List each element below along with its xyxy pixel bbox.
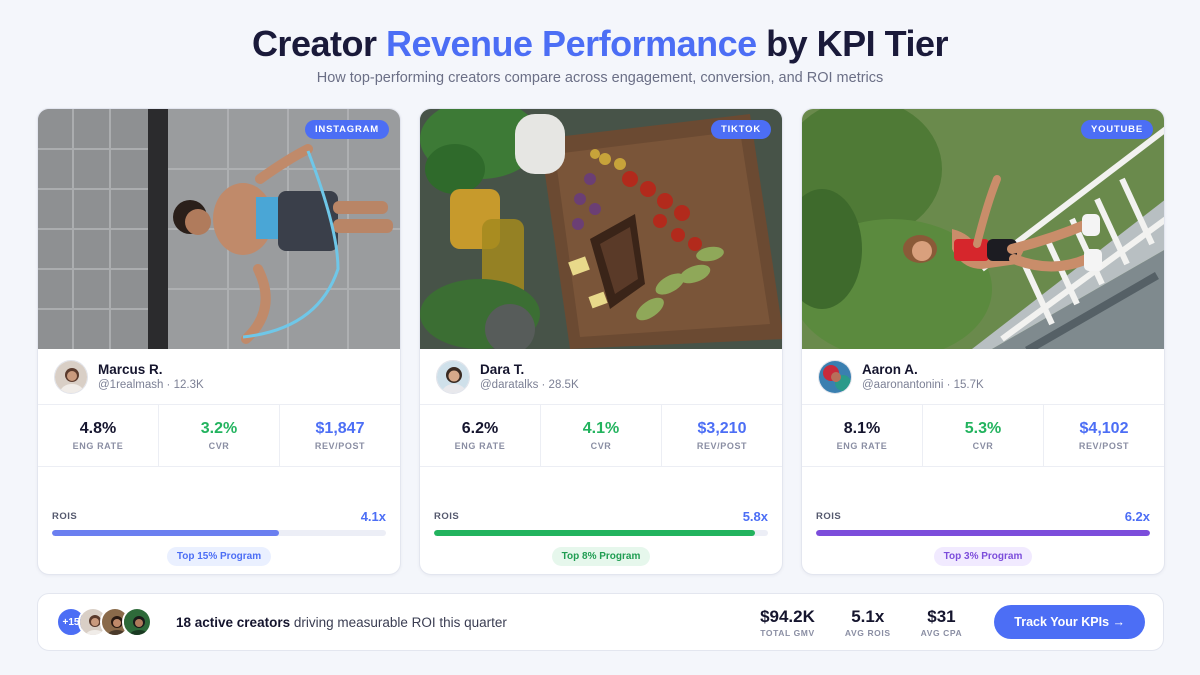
stat-label: ENG RATE — [72, 441, 124, 451]
creator-photo: TIKTOK — [420, 109, 782, 349]
creator-name: Marcus R. — [98, 362, 163, 377]
creator-avatar — [54, 359, 88, 394]
creator-profile: Dara T. @daratalks · 28.5K — [420, 349, 782, 405]
platform-badge: TIKTOK — [711, 120, 771, 139]
creator-photo: INSTAGRAM — [38, 109, 400, 349]
stat-rev-post: $3,210 REV/POST — [662, 405, 782, 466]
stat-label: ENG RATE — [836, 441, 888, 451]
track-kpis-button[interactable]: Track Your KPIs → — [994, 605, 1145, 639]
creator-handle: @aaronantonini · 15.7K — [862, 379, 984, 391]
rois-label: ROIS — [52, 511, 78, 522]
summary-stat-label: AVG CPA — [920, 627, 963, 638]
creator-stats: 4.8% ENG RATE 3.2% CVR $1,847 REV/POST — [38, 405, 400, 467]
creator-cards: INSTAGRAM Marcus R. @1realmash · 12.3K 4… — [37, 108, 1165, 575]
creator-card-aaron[interactable]: YOUTUBE Aaron A. @aaronantonini · 15.7K … — [801, 108, 1165, 575]
rois-label: ROIS — [434, 511, 460, 522]
stat-value: $3,210 — [697, 420, 747, 437]
summary-text-rest: driving measurable ROI this quarter — [290, 614, 507, 630]
creator-card-dara[interactable]: TIKTOK Dara T. @daratalks · 28.5K 6.2% E… — [419, 108, 783, 575]
rois-value: 6.2x — [1124, 509, 1150, 524]
platform-badge: YOUTUBE — [1080, 120, 1153, 139]
summary-bar: +15 18 active creators driving measurabl… — [37, 593, 1164, 651]
stat-cvr: 5.3% CVR — [923, 405, 1044, 466]
stat-value: 6.2% — [461, 420, 499, 437]
summary-stat-label: AVG ROIS — [844, 627, 891, 638]
stat-label: REV/POST — [696, 441, 748, 451]
platform-badge: INSTAGRAM — [304, 120, 389, 139]
summary-stat-label: TOTAL GMV — [760, 627, 815, 638]
stat-value: 4.1% — [582, 420, 620, 437]
stat-eng-rate: 4.8% ENG RATE — [38, 405, 159, 466]
creator-photo: YOUTUBE — [802, 109, 1164, 349]
rois-progress-fill — [52, 530, 280, 536]
creator-handle: @daratalks · 28.5K — [480, 379, 579, 391]
stat-cvr: 4.1% CVR — [541, 405, 662, 466]
stat-label: CVR — [590, 441, 612, 451]
summary-text-bold: 18 active creators — [176, 614, 291, 630]
stat-rev-post: $1,847 REV/POST — [280, 405, 400, 466]
stat-eng-rate: 8.1% ENG RATE — [802, 405, 923, 466]
tier-badge: Top 15% Program — [166, 547, 272, 566]
rois-progress-bar — [816, 530, 1150, 536]
rois-progress-fill — [434, 530, 755, 536]
rois-value: 4.1x — [360, 509, 386, 524]
tier-badge: Top 8% Program — [551, 547, 651, 566]
page-subtitle: How top-performing creators compare acro… — [316, 70, 884, 86]
rois-value: 5.8x — [742, 509, 768, 524]
avatar — [122, 607, 152, 637]
stat-value: 3.2% — [200, 420, 238, 437]
stat-cvr: 3.2% CVR — [159, 405, 280, 466]
rois-progress-bar — [52, 530, 386, 536]
stat-value: 4.8% — [79, 420, 117, 437]
stat-value: $4,102 — [1079, 420, 1129, 437]
stat-value: 5.3% — [964, 420, 1002, 437]
stat-label: CVR — [972, 441, 994, 451]
creator-name: Dara T. — [480, 362, 525, 377]
rois-section: ROIS 6.2x Top 3% Program — [816, 509, 1150, 566]
stat-value: $1,847 — [315, 420, 365, 437]
summary-stat-cpa: $31 AVG CPA — [921, 607, 963, 638]
creator-avatar-stack[interactable]: +15 — [56, 607, 152, 637]
creator-avatar — [436, 359, 470, 394]
stat-label: ENG RATE — [454, 441, 506, 451]
creator-name: Aaron A. — [862, 362, 918, 377]
title-part-1: Creator — [251, 23, 386, 64]
stat-label: REV/POST — [314, 441, 366, 451]
page-header: Creator Revenue Performance by KPI Tier … — [0, 0, 1200, 86]
stat-label: CVR — [208, 441, 230, 451]
summary-stat-gmv: $94.2K TOTAL GMV — [760, 607, 815, 638]
creator-stats: 6.2% ENG RATE 4.1% CVR $3,210 REV/POST — [420, 405, 782, 467]
rois-section: ROIS 4.1x Top 15% Program — [52, 509, 386, 566]
summary-stat-rois: 5.1x AVG ROIS — [845, 607, 891, 638]
stat-rev-post: $4,102 REV/POST — [1044, 405, 1164, 466]
rois-progress-bar — [434, 530, 768, 536]
stat-value: 8.1% — [843, 420, 881, 437]
creator-profile: Marcus R. @1realmash · 12.3K — [38, 349, 400, 405]
stat-eng-rate: 6.2% ENG RATE — [420, 405, 541, 466]
summary-stat-value: $31 — [927, 606, 956, 626]
title-accent: Revenue Performance — [385, 23, 757, 64]
creator-handle: @1realmash · 12.3K — [98, 379, 204, 391]
rois-progress-fill — [816, 530, 1150, 536]
tier-badge: Top 3% Program — [933, 547, 1033, 566]
title-part-2: by KPI Tier — [756, 23, 949, 64]
rois-label: ROIS — [816, 511, 842, 522]
summary-stats: $94.2K TOTAL GMV 5.1x AVG ROIS $31 AVG C… — [730, 605, 1145, 639]
stat-label: REV/POST — [1078, 441, 1130, 451]
summary-stat-value: $94.2K — [760, 606, 815, 626]
creator-card-marcus[interactable]: INSTAGRAM Marcus R. @1realmash · 12.3K 4… — [37, 108, 401, 575]
page-title: Creator Revenue Performance by KPI Tier — [0, 22, 1200, 66]
summary-stat-value: 5.1x — [851, 606, 885, 626]
creator-stats: 8.1% ENG RATE 5.3% CVR $4,102 REV/POST — [802, 405, 1164, 467]
creator-avatar — [818, 359, 852, 394]
creator-profile: Aaron A. @aaronantonini · 15.7K — [802, 349, 1164, 405]
rois-section: ROIS 5.8x Top 8% Program — [434, 509, 768, 566]
summary-text: 18 active creators driving measurable RO… — [176, 615, 507, 630]
